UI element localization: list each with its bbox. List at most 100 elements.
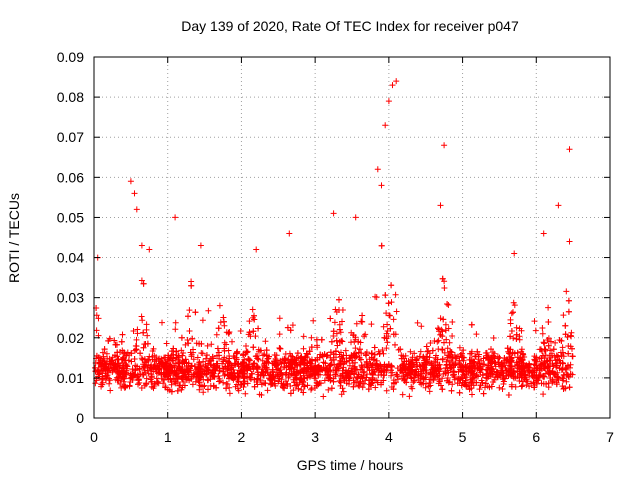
data-point bbox=[328, 338, 335, 345]
data-point bbox=[216, 302, 223, 309]
data-point bbox=[143, 380, 150, 387]
data-point bbox=[215, 325, 222, 332]
data-point bbox=[529, 373, 536, 380]
data-point bbox=[368, 321, 375, 328]
data-point bbox=[390, 331, 397, 338]
y-tick-label: 0.06 bbox=[57, 169, 84, 185]
data-point bbox=[339, 338, 346, 345]
data-point bbox=[173, 367, 180, 374]
data-point bbox=[434, 365, 441, 372]
data-point bbox=[247, 376, 254, 382]
y-tick-labels: 0 0.01 0.02 0.03 0.04 0.05 0.06 0.07 0.08 0.09 bbox=[57, 49, 84, 426]
data-point bbox=[366, 367, 373, 374]
data-point bbox=[185, 340, 192, 347]
data-point bbox=[456, 357, 463, 364]
data-point bbox=[439, 386, 446, 393]
data-point bbox=[326, 367, 332, 374]
data-point bbox=[508, 383, 515, 390]
data-point bbox=[336, 351, 343, 358]
data-point bbox=[254, 375, 261, 382]
data-point bbox=[369, 371, 376, 378]
data-point bbox=[418, 323, 425, 330]
data-point bbox=[268, 380, 275, 387]
data-point bbox=[508, 328, 515, 334]
data-point bbox=[402, 366, 409, 373]
data-point bbox=[251, 376, 258, 383]
data-point bbox=[465, 382, 472, 389]
data-point bbox=[338, 372, 345, 379]
data-point bbox=[179, 376, 186, 383]
data-point bbox=[473, 331, 480, 338]
data-point bbox=[143, 326, 150, 333]
data-point bbox=[328, 385, 335, 392]
data-point bbox=[140, 344, 147, 351]
data-point bbox=[509, 370, 516, 377]
data-point bbox=[409, 367, 416, 374]
data-point bbox=[491, 368, 498, 375]
data-point bbox=[240, 359, 247, 366]
data-point bbox=[533, 354, 540, 361]
data-point bbox=[500, 381, 507, 387]
data-point bbox=[373, 360, 380, 367]
data-point bbox=[490, 379, 497, 385]
data-point bbox=[560, 386, 567, 392]
data-point bbox=[538, 355, 545, 361]
data-point bbox=[107, 387, 114, 394]
data-point bbox=[442, 321, 449, 328]
data-point bbox=[559, 349, 566, 356]
data-point bbox=[220, 314, 227, 321]
data-point bbox=[427, 340, 434, 346]
data-point bbox=[550, 363, 557, 370]
data-point bbox=[365, 386, 372, 393]
data-point bbox=[457, 364, 464, 371]
data-point bbox=[364, 371, 370, 378]
data-point bbox=[384, 339, 391, 346]
data-point bbox=[93, 327, 100, 334]
data-point bbox=[257, 377, 264, 384]
data-point bbox=[555, 376, 562, 383]
data-point bbox=[254, 369, 261, 376]
data-point bbox=[139, 317, 146, 324]
data-point bbox=[383, 345, 390, 352]
data-point bbox=[325, 386, 332, 393]
data-point bbox=[468, 321, 475, 328]
data-point bbox=[507, 356, 514, 363]
data-point bbox=[383, 310, 390, 317]
data-point bbox=[349, 368, 356, 375]
data-point bbox=[172, 214, 179, 221]
data-point bbox=[255, 356, 262, 363]
data-point bbox=[269, 368, 276, 375]
data-point bbox=[506, 350, 513, 357]
data-point bbox=[412, 366, 419, 373]
data-point bbox=[562, 331, 569, 338]
data-point bbox=[263, 347, 270, 354]
data-point bbox=[521, 364, 527, 371]
data-point bbox=[429, 347, 436, 354]
data-point bbox=[241, 380, 248, 387]
data-point bbox=[101, 346, 108, 353]
data-point bbox=[124, 363, 131, 370]
data-point bbox=[298, 358, 305, 364]
data-point bbox=[403, 358, 410, 365]
data-point bbox=[252, 333, 259, 340]
y-tick-label: 0 bbox=[76, 410, 84, 426]
data-point bbox=[448, 387, 455, 394]
data-point bbox=[388, 372, 395, 379]
data-point bbox=[188, 375, 195, 382]
data-point bbox=[341, 377, 348, 384]
data-point bbox=[330, 356, 337, 363]
data-point bbox=[188, 362, 195, 369]
data-point bbox=[251, 360, 258, 367]
data-point bbox=[462, 361, 469, 368]
data-point bbox=[511, 302, 518, 309]
data-point bbox=[279, 383, 286, 390]
data-point bbox=[200, 358, 207, 365]
data-point bbox=[231, 370, 238, 377]
data-point bbox=[205, 386, 211, 393]
data-point bbox=[520, 368, 527, 375]
data-point bbox=[501, 355, 508, 362]
data-point bbox=[264, 387, 271, 394]
data-point bbox=[488, 346, 494, 353]
data-point bbox=[246, 329, 253, 336]
data-point bbox=[349, 360, 356, 367]
